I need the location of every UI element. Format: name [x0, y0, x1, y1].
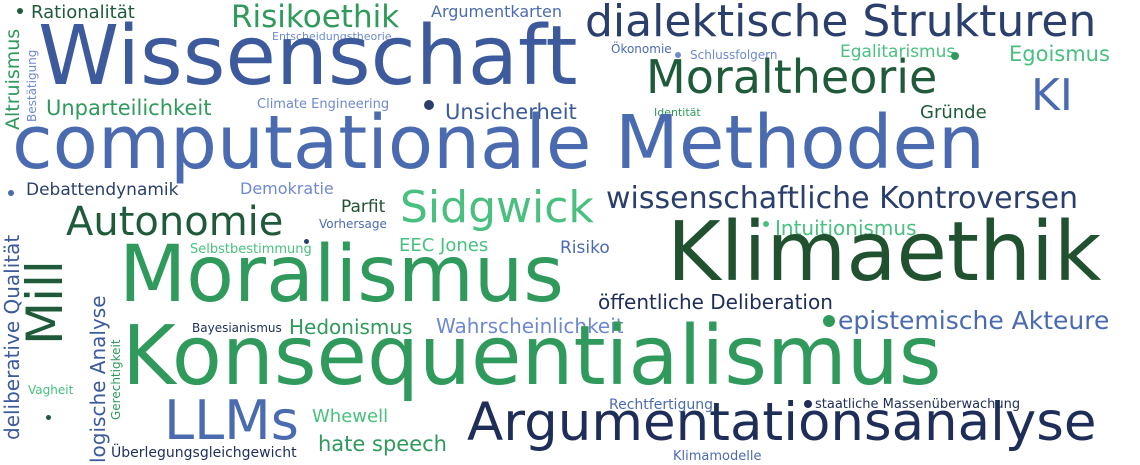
word-unsicherheit: Unsicherheit: [445, 100, 577, 124]
word-ueberlegungsgleichgewicht: Überlegungsgleichgewicht: [111, 445, 297, 461]
word-rationalitaet: Rationalität: [31, 2, 135, 23]
dot-decoration: [823, 315, 835, 327]
word-oeffentliche-deliberation: öffentliche Deliberation: [598, 290, 833, 314]
word-llms: LLMs: [164, 389, 299, 452]
dot-decoration: [424, 100, 434, 110]
word-oekonomie: Ökonomie: [611, 42, 672, 56]
dot-decoration: [951, 52, 959, 60]
word-whewell: Whewell: [312, 406, 389, 427]
word-climate-engineering: Climate Engineering: [257, 97, 390, 112]
word-mill: Mill: [16, 260, 74, 345]
dot-decoration: [304, 239, 309, 244]
word-logische-analyse: logische Analyse: [86, 295, 110, 463]
word-identitaet: Identität: [654, 106, 701, 119]
word-computationale-methoden: computationale Methoden: [12, 100, 985, 186]
word-entscheidungstheorie: Entscheidungstheorie: [272, 30, 392, 43]
word-bestaetigung: Bestätigung: [25, 49, 39, 122]
word-epistemische-akteure: epistemische Akteure: [838, 306, 1110, 335]
word-ki: KI: [1031, 70, 1073, 121]
dot-decoration: [46, 415, 51, 420]
dot-decoration: [8, 190, 14, 196]
word-unparteilichkeit: Unparteilichkeit: [46, 96, 212, 120]
word-risiko: Risiko: [560, 238, 610, 258]
word-hate-speech: hate speech: [318, 432, 447, 456]
word-parfit: Parfit: [341, 197, 386, 217]
word-egoismus: Egoismus: [1009, 42, 1110, 66]
word-selbstbestimmung: Selbstbestimmung: [190, 242, 312, 257]
word-rechtfertigung: Rechtfertigung: [609, 397, 713, 413]
word-egalitarismus: Egalitarismus: [840, 42, 956, 62]
word-gerechtigkeit: Gerechtigkeit: [109, 339, 123, 420]
word-argumentkarten: Argumentkarten: [431, 2, 563, 21]
word-dialektische-strukturen: dialektische Strukturen: [585, 0, 1097, 47]
word-wahrscheinlichkeit: Wahrscheinlichkeit: [436, 314, 624, 338]
word-gruende: Gründe: [920, 102, 987, 123]
dot-decoration: [763, 221, 769, 227]
word-wissenschaftliche-kontroversen: wissenschaftliche Kontroversen: [606, 181, 1079, 216]
word-moraltheorie: Moraltheorie: [646, 50, 938, 104]
word-schlussfolgern: Schlussfolgern: [690, 48, 778, 62]
word-altruismus: Altruismus: [2, 28, 24, 130]
word-intuitionismus: Intuitionismus: [775, 216, 917, 240]
word-konsequentialismus: Konsequentialismus: [122, 309, 942, 404]
word-vagheit: Vagheit: [28, 383, 74, 397]
word-massenueberwachung: staatliche Massenüberwachung: [815, 397, 1021, 412]
word-moralismus: Moralismus: [119, 230, 564, 320]
word-autonomie: Autonomie: [66, 199, 284, 245]
word-wissenschaft: Wissenschaft: [38, 9, 578, 104]
dot-decoration: [17, 8, 23, 14]
word-debattendynamik: Debattendynamik: [26, 180, 179, 200]
word-argumentationsanalyse: Argumentationsanalyse: [467, 392, 1097, 453]
word-risikoethik: Risikoethik: [231, 0, 400, 35]
word-hedonismus: Hedonismus: [289, 315, 413, 339]
word-demokratie: Demokratie: [240, 179, 334, 198]
word-klimamodelle: Klimamodelle: [673, 449, 762, 464]
word-klimaethik: Klimaethik: [667, 205, 1102, 300]
word-bayesianismus: Bayesianismus: [192, 321, 282, 335]
word-vorhersage: Vorhersage: [319, 217, 387, 231]
dot-decoration: [675, 52, 681, 58]
word-eec-jones: EEC Jones: [399, 235, 489, 256]
word-sidgwick: Sidgwick: [400, 182, 594, 233]
dot-decoration: [804, 400, 812, 408]
